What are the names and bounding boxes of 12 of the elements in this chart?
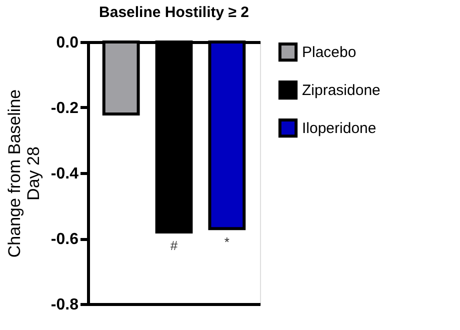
legend-label: Placebo — [302, 44, 356, 61]
legend-label: Iloperidone — [302, 120, 376, 137]
y-tick-label: -0.8 — [50, 296, 79, 314]
y-tick-label: -0.6 — [50, 231, 79, 248]
y-axis-title: Change from Baseline Day 28 — [4, 89, 43, 258]
legend-label: Ziprasidone — [302, 82, 380, 99]
y-tick-label: -0.4 — [50, 166, 79, 182]
y-tick-label: -0.2 — [50, 100, 79, 117]
chart-title: Baseline Hostility ≥ 2 — [99, 4, 249, 21]
y-tick-label: 0.0 — [56, 34, 79, 52]
annotation: # — [170, 238, 178, 253]
annotation: * — [224, 234, 230, 250]
